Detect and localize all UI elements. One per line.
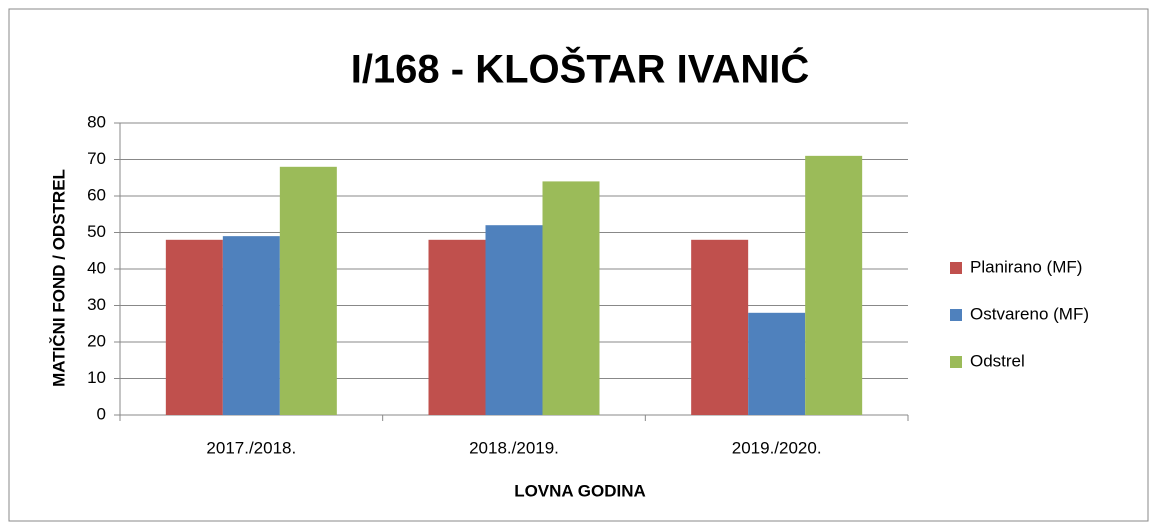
legend-swatch — [950, 356, 962, 368]
chart-title: I/168 - KLOŠTAR IVANIĆ — [351, 46, 810, 92]
y-tick-label: 10 — [87, 368, 106, 387]
x-axis-label: LOVNA GODINA — [514, 481, 646, 500]
x-tick-label: 2018./2019. — [469, 438, 559, 457]
y-axis-label: MATIČNI FOND / ODSTREL — [49, 169, 68, 387]
bar — [748, 312, 806, 415]
y-tick-label: 30 — [87, 295, 106, 314]
legend-label: Odstrel — [970, 351, 1025, 370]
y-tick-label: 0 — [97, 404, 106, 423]
bar — [542, 181, 600, 415]
legend-label: Ostvareno (MF) — [970, 304, 1089, 323]
legend-label: Planirano (MF) — [970, 257, 1082, 276]
bar — [428, 239, 486, 415]
bar — [279, 166, 337, 415]
y-tick-label: 60 — [87, 185, 106, 204]
bar — [222, 236, 280, 415]
y-tick-label: 50 — [87, 222, 106, 241]
y-tick-label: 40 — [87, 258, 106, 277]
bar — [691, 239, 749, 415]
legend-swatch — [950, 309, 962, 321]
y-tick-label: 70 — [87, 149, 106, 168]
legend-swatch — [950, 262, 962, 274]
bar — [485, 225, 543, 415]
bar — [805, 155, 863, 415]
y-tick-label: 20 — [87, 331, 106, 350]
bar — [165, 239, 223, 415]
x-tick-label: 2019./2020. — [732, 438, 822, 457]
x-tick-label: 2017./2018. — [206, 438, 296, 457]
y-tick-label: 80 — [87, 112, 106, 131]
